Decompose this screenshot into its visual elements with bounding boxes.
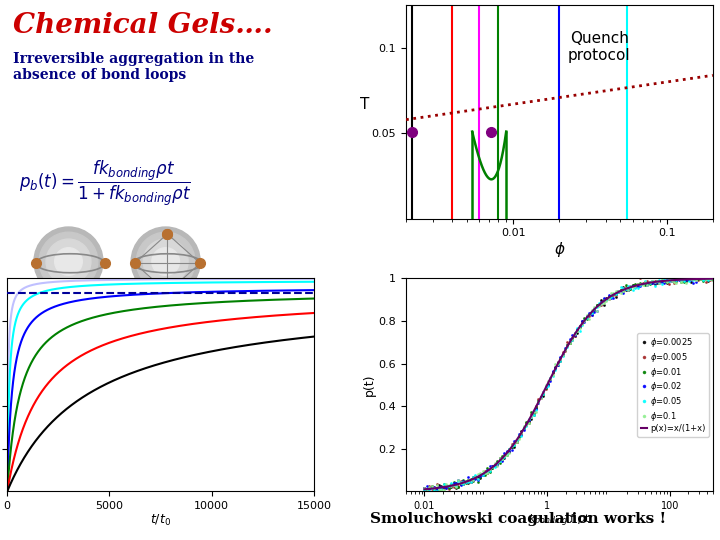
$\phi$=0.01 bbox=[618, 288, 627, 294]
$\phi$=0.005 bbox=[420, 485, 429, 491]
Text: $p_b(t) = \dfrac{f k_{bonding} \rho t}{1 + f k_{bonding} \rho t}$: $p_b(t) = \dfrac{f k_{bonding} \rho t}{1… bbox=[19, 159, 192, 208]
$\phi$=0.1 bbox=[650, 279, 659, 286]
$\phi$=0.05 bbox=[650, 282, 659, 289]
$\phi$=0.05 bbox=[483, 469, 492, 475]
$\phi$=0.0025 bbox=[420, 485, 429, 492]
Line: $\phi$=0.1: $\phi$=0.1 bbox=[423, 277, 714, 492]
$\phi$=0.02 bbox=[662, 275, 671, 281]
$\phi$=0.02 bbox=[650, 280, 659, 287]
Line: $\phi$=0.005: $\phi$=0.005 bbox=[423, 277, 714, 492]
$\phi$=0.1 bbox=[703, 275, 712, 282]
$\phi$=0.005 bbox=[483, 470, 492, 476]
$\phi$=0.01 bbox=[701, 275, 710, 282]
X-axis label: $t/t_0$: $t/t_0$ bbox=[150, 512, 171, 528]
Line: p(x)=x/(1+x): p(x)=x/(1+x) bbox=[425, 279, 713, 489]
Y-axis label: T: T bbox=[360, 97, 369, 112]
$\phi$=0.05 bbox=[670, 275, 678, 281]
$\phi$=0.1 bbox=[483, 469, 492, 476]
Circle shape bbox=[55, 248, 82, 275]
Line: $\phi$=0.0025: $\phi$=0.0025 bbox=[423, 277, 714, 491]
$\phi$=0.0025 bbox=[582, 313, 591, 319]
$\phi$=0.0025 bbox=[703, 278, 712, 284]
$\phi$=0.02 bbox=[582, 313, 591, 320]
$\phi$=0.01 bbox=[580, 315, 589, 322]
p(x)=x/(1+x) bbox=[551, 366, 559, 373]
$\phi$=0.05 bbox=[500, 454, 509, 461]
$\phi$=0.01 bbox=[708, 277, 717, 284]
X-axis label: $\phi$: $\phi$ bbox=[554, 240, 565, 259]
$\phi$=0.02 bbox=[420, 485, 429, 491]
$\phi$=0.01 bbox=[481, 471, 490, 478]
$\phi$=0.0025 bbox=[708, 275, 717, 281]
$\phi$=0.0025 bbox=[677, 275, 685, 281]
$\phi$=0.0025 bbox=[500, 454, 509, 461]
$\phi$=0.01 bbox=[689, 275, 698, 281]
Circle shape bbox=[143, 239, 188, 284]
$\phi$=0.005 bbox=[621, 284, 630, 291]
$\phi$=0.0025 bbox=[650, 281, 659, 288]
p(x)=x/(1+x) bbox=[708, 275, 717, 282]
$\phi$=0.005 bbox=[708, 275, 717, 281]
$\phi$=0.1 bbox=[680, 275, 688, 281]
$\phi$=0.05 bbox=[621, 286, 630, 293]
Text: Irreversible aggregation in the
absence of bond loops: Irreversible aggregation in the absence … bbox=[14, 52, 255, 83]
p(x)=x/(1+x) bbox=[637, 281, 646, 287]
Text: Smoluchowski coagulation works !: Smoluchowski coagulation works ! bbox=[370, 512, 667, 526]
$\phi$=0.005 bbox=[653, 280, 662, 286]
$\phi$=0.05 bbox=[708, 275, 717, 281]
Line: $\phi$=0.02: $\phi$=0.02 bbox=[423, 277, 714, 490]
Circle shape bbox=[131, 227, 200, 296]
$\phi$=0.02 bbox=[483, 467, 492, 474]
$\phi$=0.05 bbox=[703, 277, 712, 284]
$\phi$=0.1 bbox=[420, 485, 429, 491]
$\phi$=0.01 bbox=[498, 453, 506, 460]
Text: Chemical Gels….: Chemical Gels…. bbox=[14, 12, 273, 39]
$\phi$=0.1 bbox=[621, 285, 630, 292]
$\phi$=0.005 bbox=[500, 452, 509, 458]
Legend: $\phi$=0.0025, $\phi$=0.005, $\phi$=0.01, $\phi$=0.02, $\phi$=0.05, $\phi$=0.1, : $\phi$=0.0025, $\phi$=0.005, $\phi$=0.01… bbox=[637, 333, 708, 437]
$\phi$=0.02 bbox=[703, 275, 712, 281]
p(x)=x/(1+x) bbox=[495, 458, 503, 465]
X-axis label: $k_{bonding}$ f $\rho$t: $k_{bonding}$ f $\rho$t bbox=[528, 512, 590, 529]
$\phi$=0.02 bbox=[708, 275, 717, 281]
Circle shape bbox=[152, 248, 179, 275]
$\phi$=0.0025 bbox=[621, 287, 630, 293]
$\phi$=0.1 bbox=[500, 453, 509, 460]
Circle shape bbox=[39, 232, 98, 291]
Y-axis label: p(t): p(t) bbox=[363, 374, 376, 396]
$\phi$=0.1 bbox=[582, 312, 591, 318]
Line: $\phi$=0.01: $\phi$=0.01 bbox=[423, 277, 714, 492]
Text: Quench
protocol: Quench protocol bbox=[568, 31, 631, 63]
$\phi$=0.1 bbox=[423, 488, 431, 494]
$\phi$=0.05 bbox=[582, 315, 591, 321]
p(x)=x/(1+x) bbox=[420, 486, 429, 492]
$\phi$=0.05 bbox=[425, 488, 433, 495]
$\phi$=0.0025 bbox=[423, 486, 431, 492]
p(x)=x/(1+x) bbox=[613, 289, 621, 296]
$\phi$=0.1 bbox=[708, 275, 717, 282]
$\phi$=0.02 bbox=[425, 486, 433, 492]
Line: $\phi$=0.05: $\phi$=0.05 bbox=[423, 277, 714, 493]
$\phi$=0.02 bbox=[621, 286, 630, 292]
$\phi$=0.02 bbox=[500, 449, 509, 456]
$\phi$=0.005 bbox=[703, 275, 712, 282]
p(x)=x/(1+x) bbox=[471, 475, 480, 481]
Circle shape bbox=[46, 239, 91, 284]
$\phi$=0.01 bbox=[648, 278, 657, 284]
p(x)=x/(1+x) bbox=[590, 306, 599, 313]
$\phi$=0.0025 bbox=[483, 470, 492, 476]
$\phi$=0.005 bbox=[636, 275, 644, 281]
$\phi$=0.05 bbox=[420, 486, 429, 492]
$\phi$=0.005 bbox=[428, 488, 436, 494]
Circle shape bbox=[136, 232, 195, 291]
Circle shape bbox=[34, 227, 103, 296]
$\phi$=0.005 bbox=[582, 314, 591, 321]
$\phi$=0.01 bbox=[420, 488, 429, 494]
